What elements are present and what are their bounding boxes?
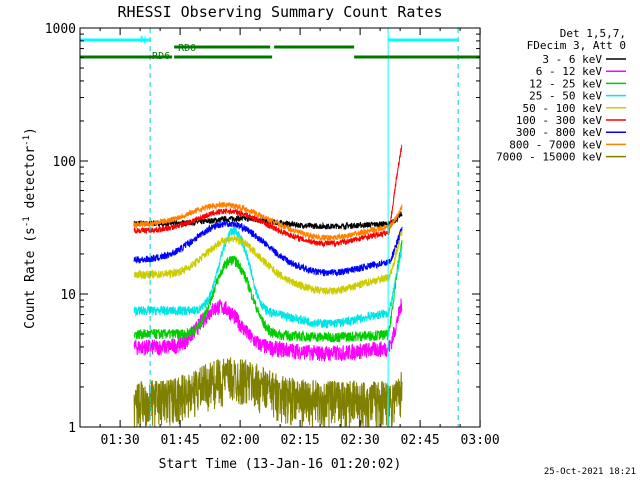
plot-area: N RD0 RD6 [80, 28, 481, 428]
x-axis-label: Start Time (13-Jan-16 01:20:02) [159, 457, 402, 472]
flag-label-n: N [140, 35, 146, 46]
chart-title: RHESSI Observing Summary Count Rates [117, 3, 442, 21]
legend-label-1: 6 - 12 keV [536, 65, 603, 78]
legend-label-7: 800 - 7000 keV [509, 138, 602, 151]
flag-label-rd0: RD0 [178, 43, 196, 54]
legend-label-0: 3 - 6 keV [542, 53, 602, 66]
legend-label-3: 25 - 50 keV [529, 90, 602, 103]
series-line-2 [133, 240, 403, 343]
y-tick-label-2: 100 [53, 155, 76, 170]
x-tick-label-0: 01:30 [101, 433, 140, 448]
legend-label-5: 100 - 300 keV [516, 114, 602, 127]
y-tick-label-0: 1 [68, 421, 76, 436]
legend-label-2: 12 - 25 keV [529, 77, 602, 90]
flag-label-rd6: RD6 [152, 51, 170, 62]
y-axis-label: Count Rate (s-1 detector-1) [22, 127, 38, 329]
series-line-7 [133, 201, 403, 242]
x-tick-label-1: 01:45 [161, 433, 200, 448]
series-line-4 [133, 230, 403, 296]
x-tick-label-6: 03:00 [461, 433, 500, 448]
series-line-6 [133, 219, 403, 277]
series-line-3 [133, 226, 403, 329]
x-tick-label-5: 02:45 [401, 433, 440, 448]
axes: 01:30 01:45 02:00 02:15 02:30 02:45 03:00 1 10 10… [45, 22, 500, 448]
x-tick-label-3: 02:15 [281, 433, 320, 448]
legend-label-8: 7000 - 15000 keV [496, 151, 602, 164]
legend-label-4: 50 - 100 keV [523, 102, 603, 115]
legend-header-0: Det 1,5,7, [560, 27, 626, 40]
y-tick-label-1: 10 [60, 288, 76, 303]
x-tick-label-2: 02:00 [221, 433, 260, 448]
series-line-5 [133, 144, 403, 248]
legend-header-1: FDecim 3, Att 0 [527, 39, 626, 52]
timestamp: 25-Oct-2021 18:21 [544, 467, 636, 477]
y-tick-label-3: 1000 [45, 22, 76, 37]
x-tick-label-4: 02:30 [341, 433, 380, 448]
series-line-8 [133, 357, 403, 428]
series-line-1 [133, 298, 403, 362]
legend-label-6: 300 - 800 keV [516, 126, 602, 139]
